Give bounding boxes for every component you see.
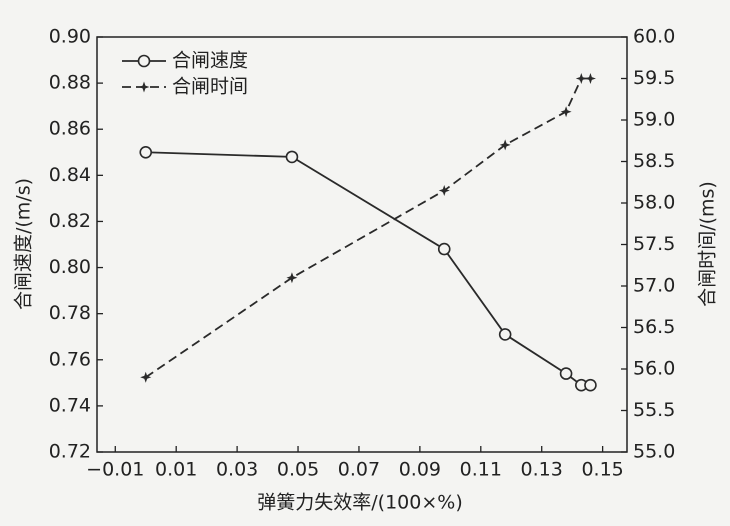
marker bbox=[584, 73, 596, 84]
marker bbox=[437, 242, 451, 256]
legend-marker bbox=[137, 54, 151, 68]
legend-label: 合闸速度 bbox=[172, 50, 248, 72]
legend-marker bbox=[138, 81, 150, 93]
y-tick-label: 0.90 bbox=[49, 26, 91, 48]
marker bbox=[438, 185, 450, 197]
y-tick-label: 0.82 bbox=[49, 210, 91, 232]
y-tick-label: 0.80 bbox=[49, 256, 91, 278]
x-tick-label: 0.03 bbox=[216, 459, 258, 481]
y-axis-title: 合闸速度/(m/s) bbox=[13, 178, 35, 310]
y2-tick-label: 56.0 bbox=[633, 358, 675, 380]
x-tick-label: 0.13 bbox=[521, 459, 563, 481]
legend-label: 合闸时间 bbox=[172, 76, 248, 98]
series-line bbox=[145, 151, 591, 387]
marker bbox=[286, 272, 298, 284]
y-tick-label: 0.72 bbox=[49, 441, 91, 463]
y-tick-label: 0.86 bbox=[49, 118, 91, 140]
marker bbox=[140, 371, 152, 383]
marker bbox=[575, 73, 587, 84]
marker bbox=[285, 150, 299, 164]
x-tick-label: 0.07 bbox=[338, 459, 380, 481]
marker bbox=[560, 106, 572, 118]
y-tick-label: 0.78 bbox=[49, 302, 91, 324]
marker bbox=[499, 139, 511, 151]
marker bbox=[498, 328, 512, 341]
x-axis-title: 弹簧力失效率/(100×%) bbox=[257, 492, 462, 514]
marker bbox=[139, 145, 153, 159]
y-tick-label: 0.84 bbox=[49, 164, 91, 186]
x-tick-label: 0.11 bbox=[460, 459, 502, 481]
y2-tick-label: 59.0 bbox=[633, 109, 675, 131]
x-tick-label: 0.05 bbox=[277, 459, 319, 481]
y2-tick-label: 55.5 bbox=[633, 399, 675, 421]
y-tick-label: 0.88 bbox=[49, 72, 91, 94]
y2-tick-label: 57.0 bbox=[633, 275, 675, 297]
x-tick-label: 0.01 bbox=[155, 459, 197, 481]
y2-tick-label: 58.0 bbox=[633, 192, 675, 214]
y2-tick-label: 55.0 bbox=[633, 441, 675, 463]
series-line bbox=[145, 77, 591, 379]
y-tick-label: 0.76 bbox=[49, 348, 91, 370]
marker bbox=[559, 367, 573, 380]
y2-tick-label: 56.5 bbox=[633, 316, 675, 338]
x-tick-label: 0.09 bbox=[399, 459, 441, 481]
y2-tick-label: 57.5 bbox=[633, 233, 675, 255]
y2-tick-label: 58.5 bbox=[633, 150, 675, 172]
y2-tick-label: 59.5 bbox=[633, 67, 675, 89]
y-tick-label: 0.74 bbox=[49, 394, 91, 416]
x-tick-label: −0.01 bbox=[86, 459, 144, 481]
plot-frame bbox=[96, 36, 628, 453]
y2-tick-label: 60.0 bbox=[633, 26, 675, 48]
marker bbox=[584, 378, 597, 392]
y2-axis-title: 合闸时间/(ms) bbox=[697, 181, 719, 307]
x-tick-label: 0.15 bbox=[581, 459, 623, 481]
